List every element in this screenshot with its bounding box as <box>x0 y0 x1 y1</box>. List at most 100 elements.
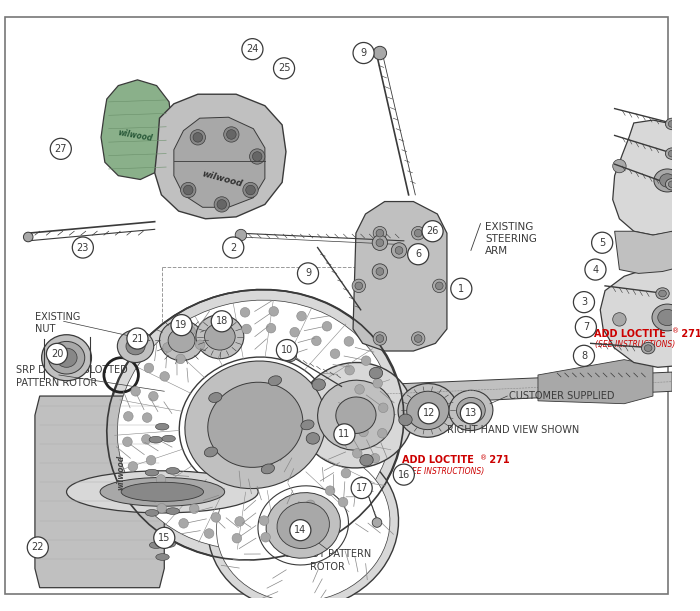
Circle shape <box>122 437 132 447</box>
Circle shape <box>211 311 232 332</box>
Ellipse shape <box>398 384 458 437</box>
Circle shape <box>246 185 256 195</box>
Ellipse shape <box>644 345 652 351</box>
Text: 9: 9 <box>305 268 311 279</box>
Text: 27: 27 <box>55 144 67 154</box>
Circle shape <box>269 307 279 316</box>
Circle shape <box>171 315 192 335</box>
Circle shape <box>344 337 354 346</box>
Circle shape <box>259 516 269 525</box>
Circle shape <box>227 130 236 139</box>
Ellipse shape <box>162 435 176 442</box>
Polygon shape <box>612 120 700 235</box>
Ellipse shape <box>208 441 398 610</box>
Circle shape <box>234 517 244 526</box>
Circle shape <box>128 461 138 471</box>
Circle shape <box>154 527 175 549</box>
Circle shape <box>274 58 295 79</box>
Ellipse shape <box>162 541 176 547</box>
Text: wilwood: wilwood <box>118 128 154 143</box>
Text: 12: 12 <box>423 408 435 419</box>
Circle shape <box>240 307 250 317</box>
Ellipse shape <box>56 348 77 367</box>
Text: 24: 24 <box>246 44 258 54</box>
Text: ADD LOCTITE: ADD LOCTITE <box>594 329 666 338</box>
Circle shape <box>266 323 276 333</box>
Circle shape <box>433 279 446 293</box>
Ellipse shape <box>298 362 414 468</box>
Ellipse shape <box>196 315 244 359</box>
Circle shape <box>181 182 196 198</box>
Circle shape <box>160 371 169 381</box>
Polygon shape <box>615 231 682 273</box>
Text: GT SLOT PATTERN
ROTOR: GT SLOT PATTERN ROTOR <box>284 549 371 572</box>
Circle shape <box>261 532 270 542</box>
Ellipse shape <box>668 181 676 188</box>
Ellipse shape <box>407 391 449 430</box>
Ellipse shape <box>268 376 281 386</box>
Ellipse shape <box>121 482 204 502</box>
Circle shape <box>451 278 472 299</box>
Circle shape <box>414 335 422 342</box>
Polygon shape <box>155 94 286 219</box>
Ellipse shape <box>659 290 666 297</box>
Circle shape <box>372 264 388 279</box>
Ellipse shape <box>149 542 163 549</box>
Circle shape <box>326 486 335 496</box>
Text: 21: 21 <box>132 334 144 343</box>
Circle shape <box>412 227 425 240</box>
Ellipse shape <box>652 304 682 331</box>
Circle shape <box>461 403 482 424</box>
Ellipse shape <box>370 367 383 379</box>
Ellipse shape <box>118 300 393 549</box>
Circle shape <box>334 424 355 445</box>
Circle shape <box>573 345 594 367</box>
Circle shape <box>575 316 596 338</box>
Ellipse shape <box>312 379 326 390</box>
Circle shape <box>407 244 428 265</box>
Ellipse shape <box>156 554 169 560</box>
Text: 9: 9 <box>360 48 367 58</box>
Ellipse shape <box>306 433 320 444</box>
Ellipse shape <box>155 423 169 430</box>
Text: SRP DRILLED/SLOTTED
PATTERN ROTOR: SRP DRILLED/SLOTTED PATTERN ROTOR <box>16 365 127 388</box>
Ellipse shape <box>208 382 303 467</box>
Polygon shape <box>337 372 672 408</box>
Circle shape <box>418 403 440 424</box>
Circle shape <box>162 343 172 353</box>
FancyBboxPatch shape <box>5 16 668 595</box>
Ellipse shape <box>216 449 390 602</box>
Circle shape <box>176 354 186 364</box>
Circle shape <box>27 537 48 558</box>
Circle shape <box>360 406 369 415</box>
Circle shape <box>235 229 246 241</box>
Circle shape <box>218 330 228 339</box>
Ellipse shape <box>108 290 403 560</box>
Circle shape <box>72 237 93 258</box>
Circle shape <box>322 321 332 331</box>
Ellipse shape <box>456 398 485 423</box>
Ellipse shape <box>301 420 314 430</box>
Text: 14: 14 <box>294 525 307 535</box>
Circle shape <box>372 518 382 527</box>
Circle shape <box>183 185 193 195</box>
Ellipse shape <box>261 464 274 474</box>
Circle shape <box>178 519 188 528</box>
Ellipse shape <box>318 380 394 450</box>
Ellipse shape <box>185 361 326 489</box>
Circle shape <box>351 477 372 499</box>
Circle shape <box>284 510 293 520</box>
Circle shape <box>50 138 71 159</box>
Circle shape <box>171 491 181 500</box>
Circle shape <box>144 363 154 373</box>
Ellipse shape <box>204 447 218 457</box>
Polygon shape <box>538 360 653 404</box>
Circle shape <box>290 327 300 337</box>
Ellipse shape <box>336 397 376 433</box>
Circle shape <box>592 232 612 254</box>
Circle shape <box>243 182 258 198</box>
Circle shape <box>212 314 222 324</box>
Text: 3: 3 <box>581 297 587 307</box>
Ellipse shape <box>179 357 331 492</box>
Circle shape <box>124 412 133 421</box>
